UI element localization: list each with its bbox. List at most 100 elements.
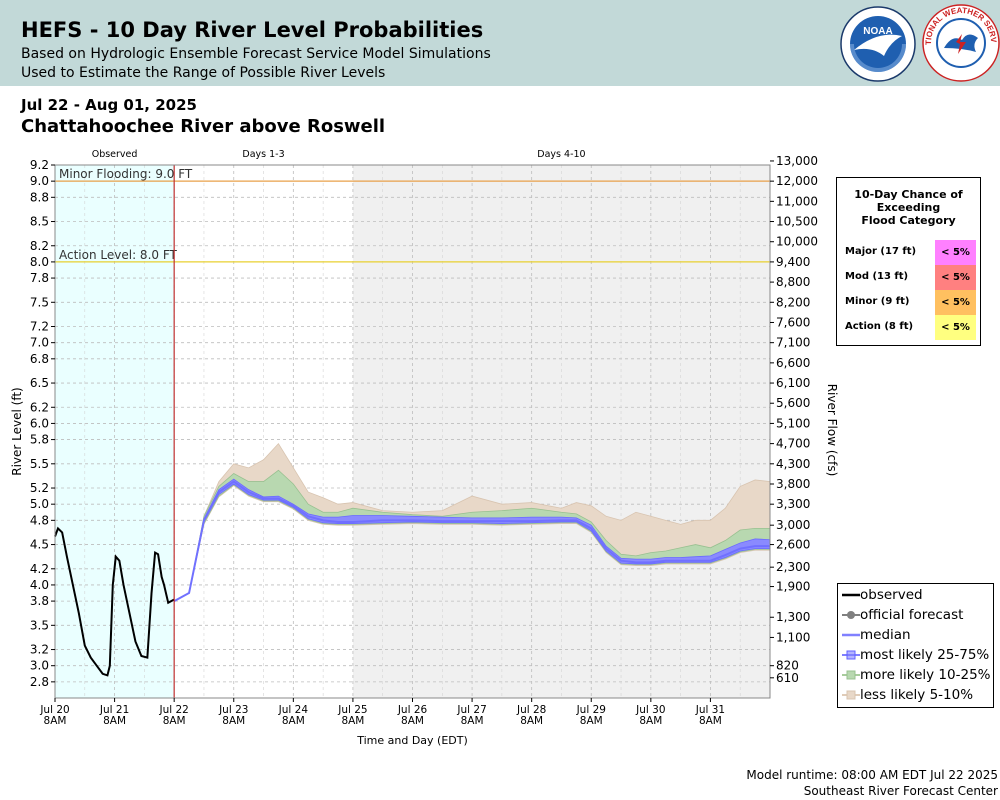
y2-tick-label: 1,300 xyxy=(776,610,810,624)
y2-tick-label: 3,800 xyxy=(776,477,810,491)
period-label: Days 4-10 xyxy=(537,149,585,160)
y2-tick-label: 3,000 xyxy=(776,518,810,532)
noaa-logo-text: NOAA xyxy=(863,26,892,37)
threshold-label: Minor Flooding: 9.0 FT xyxy=(59,167,193,181)
y2-tick-label: 10,500 xyxy=(776,215,818,229)
legend-label: more likely 10-25% xyxy=(860,667,991,683)
page-subtitle-2: Used to Estimate the Range of Possible R… xyxy=(21,65,386,81)
y-tick-label: 8.2 xyxy=(30,239,49,253)
x-tick-day-label: Jul 23 xyxy=(218,704,248,716)
x-tick-day-label: Jul 31 xyxy=(695,704,725,716)
y-tick-label: 8.5 xyxy=(30,215,49,229)
legend-item-most-likely: most likely 25-75% xyxy=(838,645,993,665)
legend-label: less likely 5-10% xyxy=(860,687,974,703)
y-tick-label: 6.8 xyxy=(30,352,49,366)
x-tick-day-label: Jul 30 xyxy=(635,704,665,716)
x-tick-day-label: Jul 29 xyxy=(576,704,606,716)
flood-row-value: < 5% xyxy=(935,240,976,265)
header-banner: HEFS - 10 Day River Level Probabilities … xyxy=(0,0,1000,86)
flood-row-label: Mod (13 ft) xyxy=(845,271,909,282)
threshold-label: Action Level: 8.0 FT xyxy=(59,248,178,262)
river-level-chart: Observed Days 1-3 Days 4-10 Minor Flooding:… xyxy=(10,149,839,747)
nws-logo: NATIONAL WEATHER SERVICE xyxy=(922,4,1000,82)
x-tick-day-label: Jul 20 xyxy=(39,704,69,716)
y-tick-label: 4.8 xyxy=(30,513,49,527)
page-title: HEFS - 10 Day River Level Probabilities xyxy=(21,18,484,42)
legend-swatch-median xyxy=(842,633,860,637)
flood-row-action: Action (8 ft) < 5% xyxy=(837,315,980,340)
period-label: Observed xyxy=(92,149,138,160)
y2-tick-label: 6,600 xyxy=(776,356,810,370)
legend-label: most likely 25-75% xyxy=(860,647,990,663)
y2-tick-label: 4,300 xyxy=(776,457,810,471)
flood-row-major: Major (17 ft) < 5% xyxy=(837,240,980,265)
y2-tick-label: 5,100 xyxy=(776,416,810,430)
y-tick-label: 6.0 xyxy=(30,416,49,430)
y2-tick-label: 9,400 xyxy=(776,255,810,269)
y-tick-label: 6.5 xyxy=(30,376,49,390)
noaa-logo: NOAA xyxy=(840,6,916,82)
y-tick-label: 3.2 xyxy=(30,643,49,657)
y2-tick-label: 2,300 xyxy=(776,560,810,574)
flood-table-title-line-3: Flood Category xyxy=(861,214,956,227)
flood-row-label: Action (8 ft) xyxy=(845,321,914,332)
y2-tick-label: 11,000 xyxy=(776,194,818,208)
y-tick-label: 3.8 xyxy=(30,594,49,608)
legend-item-median: median xyxy=(838,625,993,645)
y-tick-label: 9.0 xyxy=(30,174,49,188)
legend-item-more-likely: more likely 10-25% xyxy=(838,665,993,685)
x-axis-title: Time and Day (EDT) xyxy=(356,734,468,747)
y-tick-label: 4.5 xyxy=(30,538,49,552)
period-label: Days 1-3 xyxy=(242,149,284,160)
x-tick-time-label: 8AM xyxy=(103,715,126,727)
x-tick-day-label: Jul 27 xyxy=(456,704,486,716)
flood-table-title-line-1: 10-Day Chance of xyxy=(854,188,963,201)
y-tick-label: 3.0 xyxy=(30,659,49,673)
x-tick-time-label: 8AM xyxy=(44,715,67,727)
flood-table-title-line-2: Exceeding xyxy=(876,201,941,214)
y2-tick-label: 1,900 xyxy=(776,580,810,594)
x-tick-time-label: 8AM xyxy=(461,715,484,727)
forecast-center: Southeast River Forecast Center xyxy=(803,784,998,798)
y-tick-label: 2.8 xyxy=(30,675,49,689)
legend-label: observed xyxy=(860,587,923,603)
legend-swatch-official-forecast xyxy=(842,611,860,619)
x-tick-time-label: 8AM xyxy=(401,715,424,727)
page-subtitle-1: Based on Hydrologic Ensemble Forecast Se… xyxy=(21,46,491,62)
y-axis-title: River Level (ft) xyxy=(10,387,24,475)
y-tick-label: 7.8 xyxy=(30,271,49,285)
flood-row-value: < 5% xyxy=(935,315,976,340)
y2-tick-label: 13,000 xyxy=(776,154,818,168)
flood-table-title: 10-Day Chance of Exceeding Flood Categor… xyxy=(837,188,980,227)
y2-tick-label: 1,100 xyxy=(776,630,810,644)
legend-swatch-most-likely xyxy=(842,650,860,660)
x-tick-time-label: 8AM xyxy=(639,715,662,727)
y-tick-label: 7.0 xyxy=(30,336,49,350)
x-tick-time-label: 8AM xyxy=(282,715,305,727)
y-tick-label: 7.2 xyxy=(30,320,49,334)
x-tick-day-label: Jul 25 xyxy=(337,704,367,716)
y-tick-label: 7.5 xyxy=(30,295,49,309)
x-tick-day-label: Jul 28 xyxy=(516,704,546,716)
x-tick-time-label: 8AM xyxy=(580,715,603,727)
y2-tick-label: 10,000 xyxy=(776,235,818,249)
x-tick-time-label: 8AM xyxy=(222,715,245,727)
y2-tick-label: 8,800 xyxy=(776,275,810,289)
x-tick-time-label: 8AM xyxy=(520,715,543,727)
x-tick-time-label: 8AM xyxy=(341,715,364,727)
y2-tick-label: 8,200 xyxy=(776,295,810,309)
flood-category-table: 10-Day Chance of Exceeding Flood Categor… xyxy=(836,177,981,346)
y2-tick-label: 12,000 xyxy=(776,174,818,188)
y-tick-label: 5.2 xyxy=(30,481,49,495)
y-tick-label: 5.8 xyxy=(30,433,49,447)
y-tick-label: 8.8 xyxy=(30,190,49,204)
y2-tick-label: 5,600 xyxy=(776,396,810,410)
y-tick-label: 6.2 xyxy=(30,400,49,414)
observed-line xyxy=(54,526,175,677)
date-range: Jul 22 - Aug 01, 2025 xyxy=(21,96,197,114)
flood-row-value: < 5% xyxy=(935,290,976,315)
y2-tick-label: 7,600 xyxy=(776,315,810,329)
legend-swatch-less-likely xyxy=(842,690,860,700)
legend-item-official-forecast: official forecast xyxy=(838,605,993,625)
legend-item-observed: observed xyxy=(838,585,993,605)
